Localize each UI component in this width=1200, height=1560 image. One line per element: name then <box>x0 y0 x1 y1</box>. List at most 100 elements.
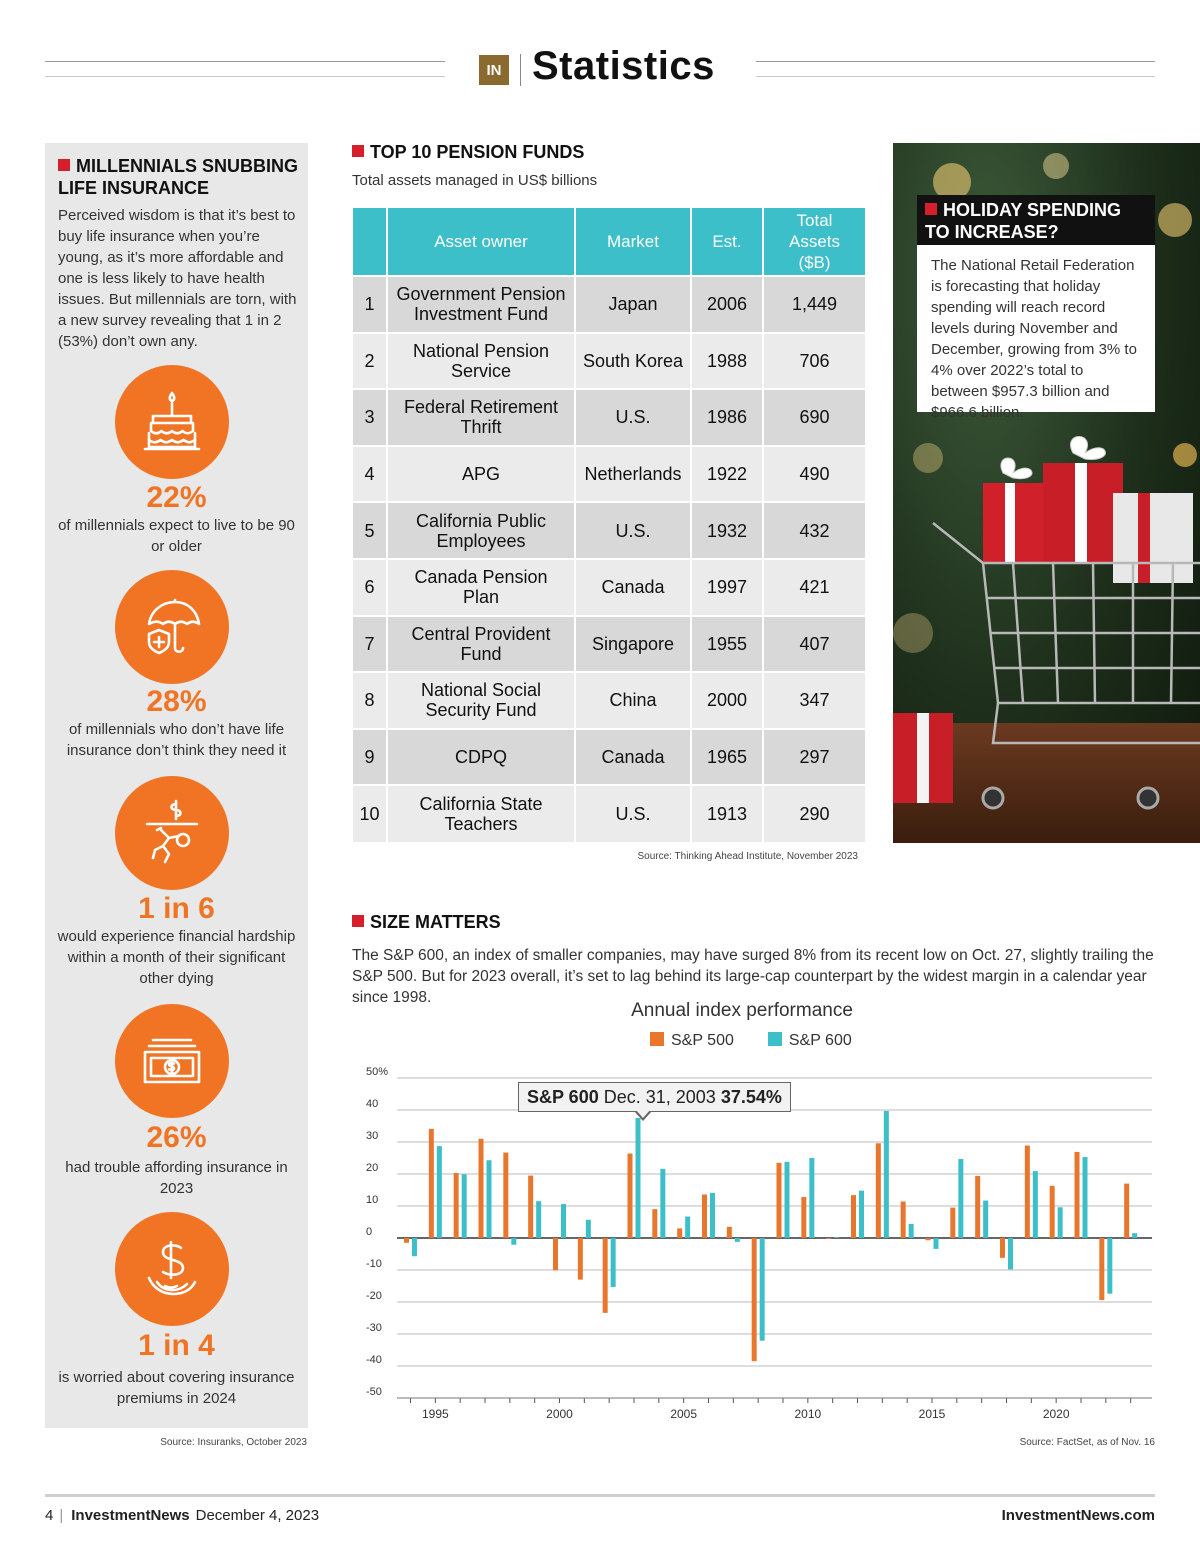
bar-sp500-2010 <box>801 1197 807 1238</box>
chart-title: Annual index performance <box>631 1000 853 1021</box>
cell-asset-owner: National Social Security Fund <box>387 671 576 729</box>
table-row: 5 California Public Employees U.S. 1932 432 <box>353 501 865 559</box>
y-tick-label: -40 <box>366 1354 382 1366</box>
cell-est: 1965 <box>691 727 764 786</box>
stat-value: 22% <box>146 481 207 514</box>
bar-sp500-2013 <box>875 1143 881 1238</box>
falling-person-money-icon <box>115 776 229 890</box>
bar-sp600-2018 <box>1008 1238 1013 1270</box>
y-tick-label: -30 <box>366 1322 382 1334</box>
y-tick-label: -20 <box>366 1290 382 1302</box>
stat-caption: of millennials expect to live to be 90 o… <box>58 517 295 555</box>
bar-sp500-2002 <box>602 1238 608 1313</box>
header-divider <box>520 54 521 86</box>
bar-sp500-2014 <box>900 1201 906 1238</box>
y-tick-label: 30 <box>366 1130 378 1142</box>
y-tick-label: 40 <box>366 1098 378 1110</box>
bar-sp600-2023 <box>1132 1233 1138 1238</box>
table-row: 4 APG Netherlands 1922 490 <box>353 444 865 503</box>
table-row: 1 Government Pension Investment Fund Japan… <box>353 275 865 333</box>
y-tick-label: 20 <box>366 1162 378 1174</box>
bar-sp600-2012 <box>859 1190 864 1238</box>
bar-sp600-2015 <box>933 1238 939 1249</box>
birthday-cake-icon <box>115 365 229 479</box>
table-row: 9 CDPQ Canada 1965 297 <box>353 727 865 786</box>
stat-caption: of millennials who don’t have life insur… <box>66 721 287 759</box>
cell-asset-owner: APG <box>387 444 576 503</box>
table-row: 7 Central Provident Fund Singapore 1955 407 <box>353 614 865 673</box>
bar-sp600-1994 <box>412 1238 417 1257</box>
cell-est: 1922 <box>691 444 764 503</box>
cell-rank: 3 <box>353 388 388 446</box>
bar-sp500-2012 <box>851 1195 856 1238</box>
y-tick-label: 50% <box>366 1066 388 1078</box>
cell-est: 1986 <box>691 388 764 446</box>
holiday-text: The National Retail Federation is foreca… <box>917 245 1155 421</box>
cell-rank: 4 <box>353 444 388 503</box>
footer-brand: InvestmentNews <box>71 1507 190 1524</box>
bar-sp600-2006 <box>710 1192 715 1238</box>
millennials-title: MILLENNIALS SNUBBING LIFE INSURANCE <box>58 156 298 198</box>
cell-total-assets: 297 <box>763 727 865 786</box>
table-row: 3 Federal Retirement Thrift U.S. 1986 690 <box>353 388 865 446</box>
bar-sp600-1998 <box>511 1238 517 1245</box>
cell-total-assets: 1,449 <box>763 275 865 333</box>
bar-sp600-2003 <box>635 1118 641 1238</box>
cell-total-assets: 490 <box>763 444 865 503</box>
bar-sp500-2018 <box>1000 1238 1005 1258</box>
cell-asset-owner: California State Teachers <box>387 784 576 842</box>
bar-sp600-2000 <box>561 1204 566 1238</box>
bar-sp500-2006 <box>702 1194 707 1238</box>
bar-sp500-2007 <box>726 1226 732 1238</box>
bar-sp500-2009 <box>776 1162 782 1238</box>
bar-sp600-1997 <box>486 1160 492 1238</box>
bar-sp500-2017 <box>975 1175 981 1238</box>
bar-sp500-2016 <box>950 1207 956 1238</box>
cell-market: U.S. <box>575 501 692 559</box>
footer-website-link[interactable]: InvestmentNews.com <box>1001 1507 1155 1524</box>
bar-sp600-2016 <box>958 1158 964 1238</box>
size-matters-title: SIZE MATTERS <box>352 911 501 933</box>
cell-market: China <box>575 671 692 729</box>
stat-value: 1 in 4 <box>138 1329 215 1362</box>
cell-asset-owner: Canada Pension Plan <box>387 557 576 616</box>
bar-sp500-2015 <box>925 1238 931 1241</box>
bar-sp600-1996 <box>461 1174 467 1238</box>
header-rule-right-bottom <box>756 76 1155 77</box>
table-row: 8 National Social Security Fund China 2000 3… <box>353 671 865 729</box>
bar-sp500-1997 <box>478 1138 484 1238</box>
bar-sp600-2001 <box>585 1219 591 1238</box>
bar-sp600-2017 <box>983 1200 989 1238</box>
table-row: 10 California State Teachers U.S. 1913 290 <box>353 784 865 842</box>
cell-total-assets: 421 <box>763 557 865 616</box>
pension-title: TOP 10 PENSION FUNDS <box>352 141 584 163</box>
page-number: 4 <box>45 1507 54 1524</box>
bar-sp600-1995 <box>436 1146 442 1238</box>
cell-rank: 7 <box>353 614 388 673</box>
cell-est: 1932 <box>691 501 764 559</box>
stat-caption: would experience financial hardship with… <box>57 928 296 987</box>
cell-asset-owner: Central Provident Fund <box>387 614 576 673</box>
bar-sp600-2020 <box>1057 1207 1063 1238</box>
dollar-drain-icon <box>115 1212 229 1326</box>
bar-sp500-2008 <box>751 1238 757 1362</box>
cell-market: Canada <box>575 727 692 786</box>
bar-sp600-2007 <box>734 1238 740 1242</box>
stat-value: 1 in 6 <box>138 892 215 925</box>
size-matters-source: Source: FactSet, as of Nov. 16 <box>1019 1437 1155 1448</box>
bar-sp500-1998 <box>503 1152 509 1238</box>
cell-market: U.S. <box>575 784 692 842</box>
cell-asset-owner: Federal Retirement Thrift <box>387 388 576 446</box>
legend-item-sp500: S&P 500 <box>650 1032 734 1050</box>
bar-sp500-1995 <box>428 1128 434 1238</box>
stat-caption: had trouble affording insurance in 2023 <box>65 1159 288 1197</box>
stat-value: 26% <box>146 1121 207 1154</box>
bar-sp600-2009 <box>784 1161 790 1238</box>
page-title: Statistics <box>532 44 715 88</box>
millennials-panel: MILLENNIALS SNUBBING LIFE INSURANCE Perc… <box>45 143 308 1428</box>
cell-total-assets: 407 <box>763 614 865 673</box>
y-tick-label: -50 <box>366 1386 382 1398</box>
holiday-title: HOLIDAY SPENDING TO INCREASE? <box>917 195 1155 245</box>
bar-sp600-2014 <box>908 1223 914 1238</box>
